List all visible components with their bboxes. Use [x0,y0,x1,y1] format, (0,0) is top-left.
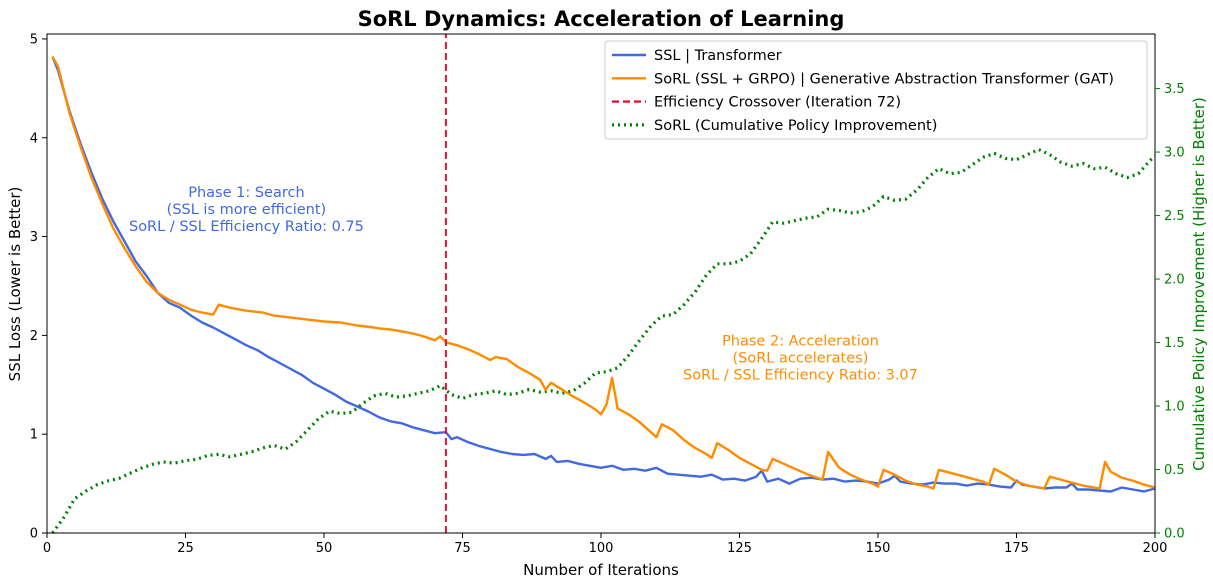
plot-area [46,33,1157,534]
y-tick-label-left: 5 [30,32,38,47]
legend-items: SSL | Transformer SoRL (SSL + GRPO) | Gen… [612,48,1114,134]
x-tick-label: 75 [454,541,471,556]
chart-title: SoRL Dynamics: Acceleration of Learning [358,7,845,31]
y-tick-label-right: 1.5 [1164,336,1185,351]
legend-label: SoRL (SSL + GRPO) | Generative Abstracti… [654,71,1114,87]
y-tick-label-left: 2 [30,329,38,344]
y-axis-right: 0.0 0.5 1.0 1.5 2.0 2.5 3.0 3.5 [1155,82,1185,542]
x-axis: 0 25 50 75 100 125 150 175 200 [43,533,1168,556]
phase1-annotation-line: Phase 1: Search [188,185,304,201]
legend: SSL | Transformer SoRL (SSL + GRPO) | Gen… [604,40,1148,140]
y-tick-label-right: 2.0 [1164,273,1185,288]
y-axis-label-right: Cumulative Policy Improvement (Higher is… [1190,97,1208,471]
y-axis-label-left: SSL Loss (Lower is Better) [6,187,24,382]
y-tick-label-left: 0 [30,527,38,542]
phase2-annotation-line: SoRL / SSL Efficiency Ratio: 3.07 [683,367,918,383]
series-layer [51,34,1157,534]
y-tick-label-left: 3 [30,230,38,245]
x-tick-label: 150 [866,541,891,556]
ssl-line [51,56,1156,493]
x-tick-label: 200 [1143,541,1168,556]
y-tick-label-right: 2.5 [1164,209,1185,224]
legend-label: SoRL (Cumulative Policy Improvement) [654,118,937,134]
x-tick-label: 50 [316,541,333,556]
y-tick-label-left: 1 [30,428,38,443]
x-tick-label: 175 [1004,541,1029,556]
y-tick-label-right: 1.0 [1164,400,1185,415]
phase2-annotation-line: Phase 2: Acceleration [722,333,879,349]
y-tick-label-right: 0.0 [1164,527,1185,542]
phase2-annotation-line: (SoRL accelerates) [733,350,869,366]
x-tick-label: 125 [727,541,752,556]
x-tick-label: 25 [177,541,194,556]
legend-box [604,40,1148,140]
x-axis-label: Number of Iterations [523,561,679,579]
x-tick-label: 100 [589,541,614,556]
sorl-line [51,56,1156,490]
x-tick-label: 0 [43,541,51,556]
y-tick-label-right: 3.0 [1164,146,1185,161]
legend-label: Efficiency Crossover (Iteration 72) [654,95,901,111]
y-tick-label-left: 4 [30,131,38,146]
y-axis-left: 0 1 2 3 4 5 [30,32,47,542]
y-tick-label-right: 3.5 [1164,82,1185,97]
phase1-annotation-line: (SSL is more efficient) [167,202,327,218]
annotations: Phase 1: Search(SSL is more efficient)So… [129,185,918,383]
phase1-annotation-line: SoRL / SSL Efficiency Ratio: 0.75 [129,219,364,235]
legend-label: SSL | Transformer [654,48,782,64]
y-tick-label-right: 0.5 [1164,463,1185,478]
